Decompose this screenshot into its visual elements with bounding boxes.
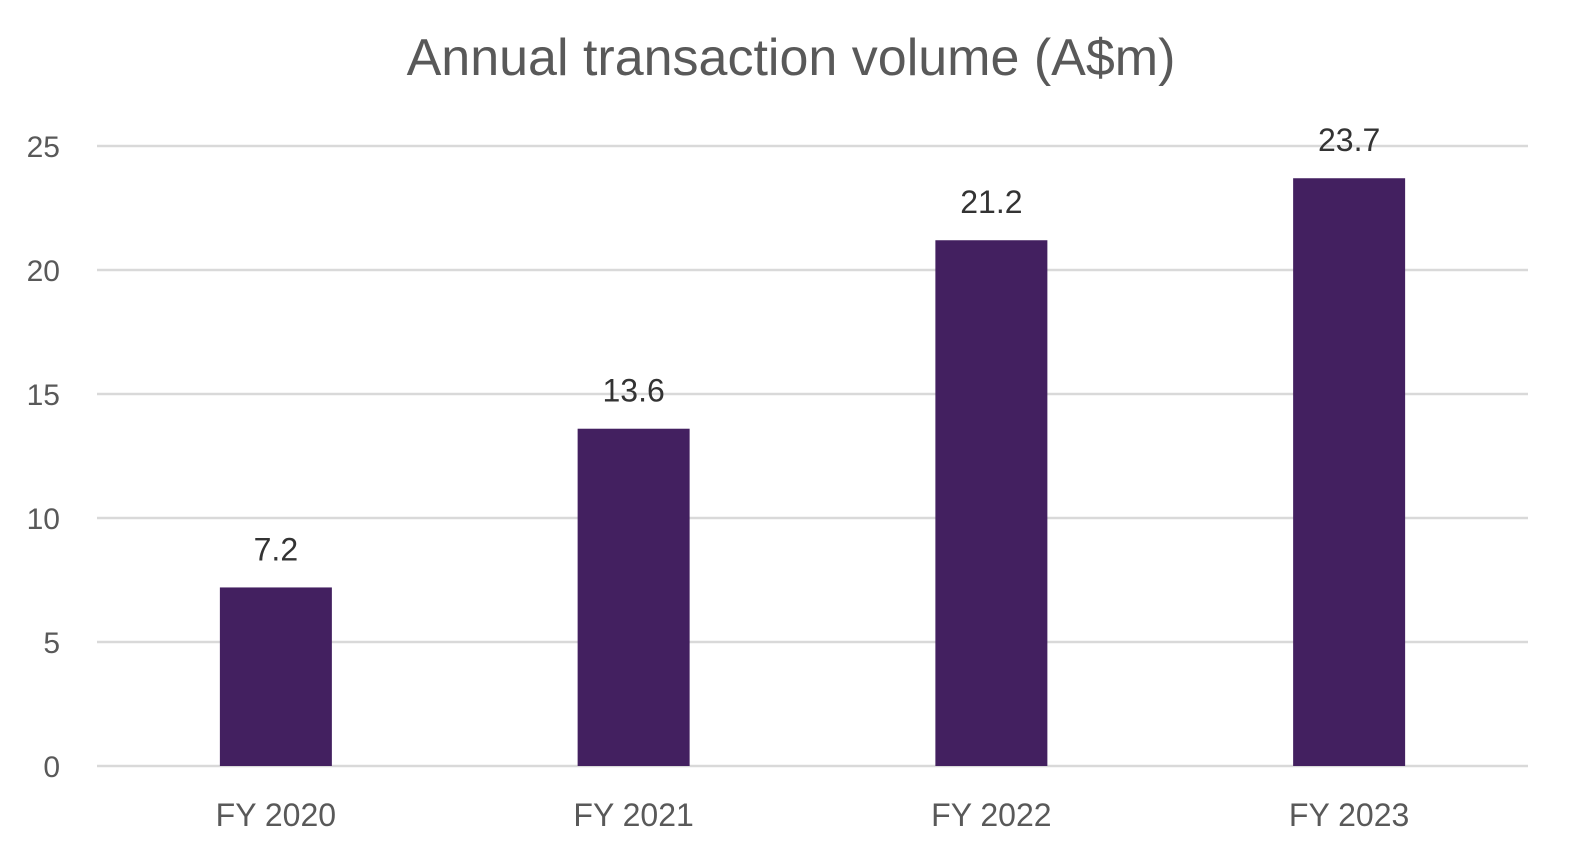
y-tick-label: 25 (27, 131, 60, 164)
x-category-label: FY 2022 (931, 797, 1051, 833)
data-label: 23.7 (1318, 122, 1380, 158)
x-category-label: FY 2023 (1289, 797, 1409, 833)
y-tick-label: 20 (27, 255, 60, 288)
y-tick-label: 5 (43, 627, 60, 660)
bar (935, 240, 1048, 767)
data-label: 13.6 (602, 373, 664, 409)
y-axis-tick-labels: 0 5 10 15 20 25 (27, 131, 60, 784)
bar (1293, 178, 1406, 767)
bar (577, 428, 690, 766)
bars (219, 178, 1406, 767)
x-category-label: FY 2021 (573, 797, 693, 833)
x-category-label: FY 2020 (216, 797, 336, 833)
gridlines (97, 144, 1528, 768)
chart-title: Annual transaction volume (A$m) (406, 29, 1176, 87)
bar (219, 587, 332, 766)
y-tick-label: 0 (43, 751, 60, 784)
y-tick-label: 15 (27, 379, 60, 412)
y-tick-label: 10 (27, 503, 60, 536)
x-axis-category-labels: FY 2020 FY 2021 FY 2022 FY 2023 (216, 797, 1410, 833)
data-labels: 7.2 13.6 21.2 23.7 (254, 122, 1381, 567)
data-label: 7.2 (254, 531, 298, 567)
data-label: 21.2 (960, 184, 1022, 220)
